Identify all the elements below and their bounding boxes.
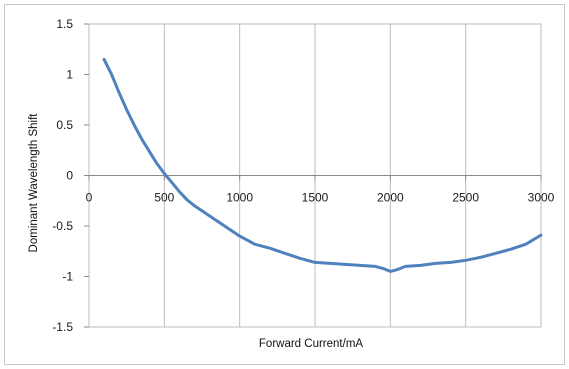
x-tick-label: 3000: [528, 191, 555, 205]
x-tick-label: 1000: [226, 191, 253, 205]
x-tick-label: 0: [86, 191, 93, 205]
y-tick-label: -1: [62, 270, 73, 284]
y-tick-label: 0.5: [56, 118, 73, 132]
y-tick-label: 1.5: [56, 17, 73, 31]
chart-frame: [4, 4, 565, 365]
series-layer: [102, 57, 543, 273]
x-axis-title: Forward Current/mA: [259, 338, 363, 350]
tick-labels: 0 500 1000 1500 2000 2500 3000 1.5 1 0.5 0 -0.5 -1 -1…: [52, 17, 554, 334]
y-tick-label: 0: [66, 169, 73, 183]
y-tick-label: -0.5: [52, 219, 73, 233]
x-tick-label: 500: [154, 191, 174, 205]
y-tick-label: 1: [66, 68, 73, 82]
y-axis-title: Dominant Wavelength Shift: [28, 113, 40, 253]
x-tick-label: 1500: [302, 191, 329, 205]
series-line: [102, 57, 543, 273]
y-tick-label: -1.5: [52, 320, 73, 334]
x-tick-label: 2500: [452, 191, 479, 205]
x-tick-label: 2000: [377, 191, 404, 205]
